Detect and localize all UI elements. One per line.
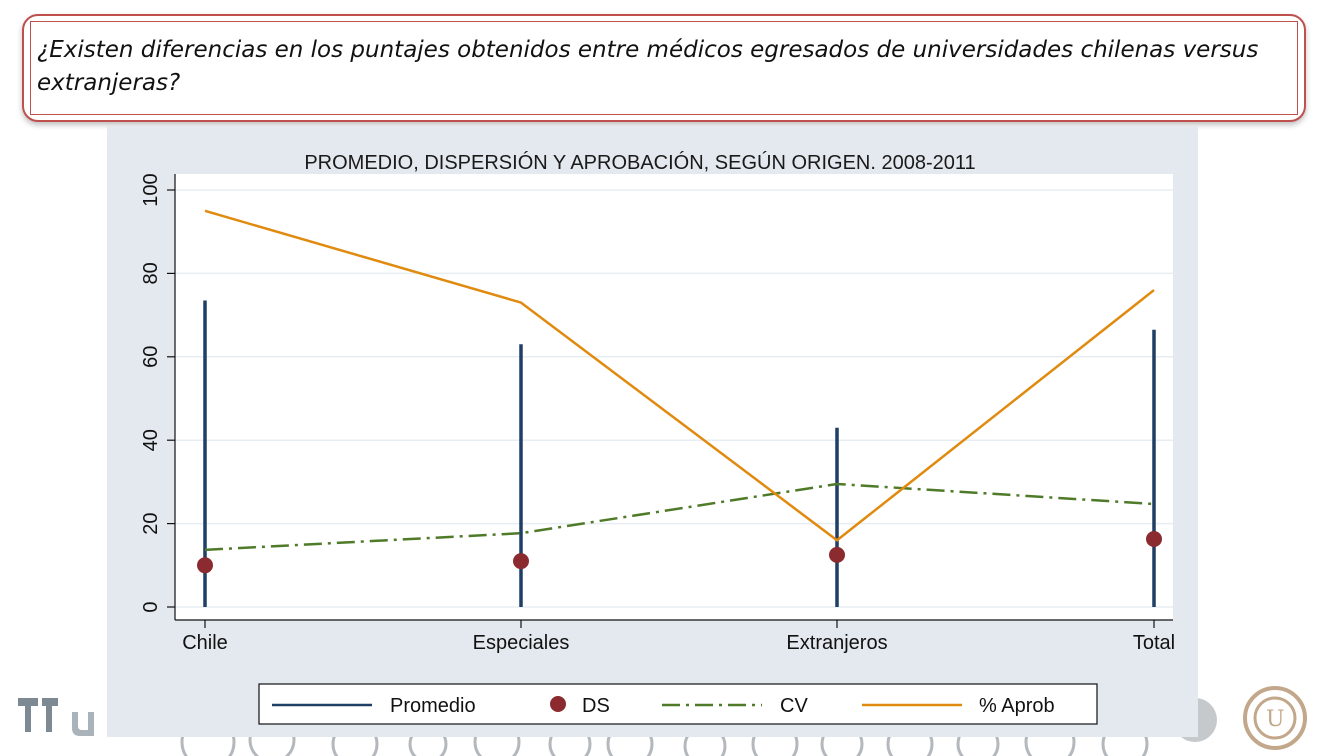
series-cv [204, 482, 1155, 552]
svg-text:U: U [1266, 707, 1285, 732]
cv-line [204, 482, 1155, 552]
y-ticks: 0 20 40 60 80 100 [140, 173, 175, 613]
y-tick-label: 80 [140, 262, 162, 284]
chart: PROMEDIO, DISPERSIÓN Y APROBACIÓN, SEGÚN… [107, 126, 1198, 737]
ds-point [1146, 531, 1162, 548]
series-aprob [204, 209, 1155, 542]
legend-label-cv: CV [780, 695, 808, 717]
x-tick-label: Total [1133, 632, 1175, 654]
plot-area [175, 174, 1173, 620]
x-tick-label: Extranjeros [786, 632, 887, 654]
ds-point [829, 546, 845, 563]
y-tick-label: 40 [140, 429, 162, 451]
legend-label-ds: DS [582, 695, 610, 717]
question-box: ¿Existen diferencias en los puntajes obt… [22, 14, 1306, 122]
y-tick-label: 100 [140, 173, 162, 206]
question-box-inner-border [30, 21, 1298, 115]
legend-key-ds [550, 696, 566, 712]
x-tick-label: Especiales [473, 632, 570, 654]
series-ds [197, 531, 1162, 574]
x-tick-label: Chile [182, 632, 228, 654]
legend-label-promedio: Promedio [390, 695, 476, 717]
y-tick-label: 20 [140, 512, 162, 534]
legend: Promedio DS CV % Aprob [258, 683, 1098, 725]
ds-point [513, 553, 529, 570]
aprob-line [204, 209, 1155, 542]
chart-panel: PROMEDIO, DISPERSIÓN Y APROBACIÓN, SEGÚN… [107, 126, 1198, 737]
question-text: ¿Existen diferencias en los puntajes obt… [37, 37, 1259, 96]
grid [175, 189, 1173, 608]
y-tick-label: 0 [140, 601, 162, 612]
y-tick-label: 60 [140, 346, 162, 368]
chart-title: PROMEDIO, DISPERSIÓN Y APROBACIÓN, SEGÚN… [304, 151, 975, 174]
x-ticks: Chile Especiales Extranjeros Total [182, 620, 1175, 654]
legend-label-aprob: % Aprob [979, 695, 1055, 717]
ds-point [197, 557, 213, 574]
u-logo-icon [18, 698, 94, 736]
